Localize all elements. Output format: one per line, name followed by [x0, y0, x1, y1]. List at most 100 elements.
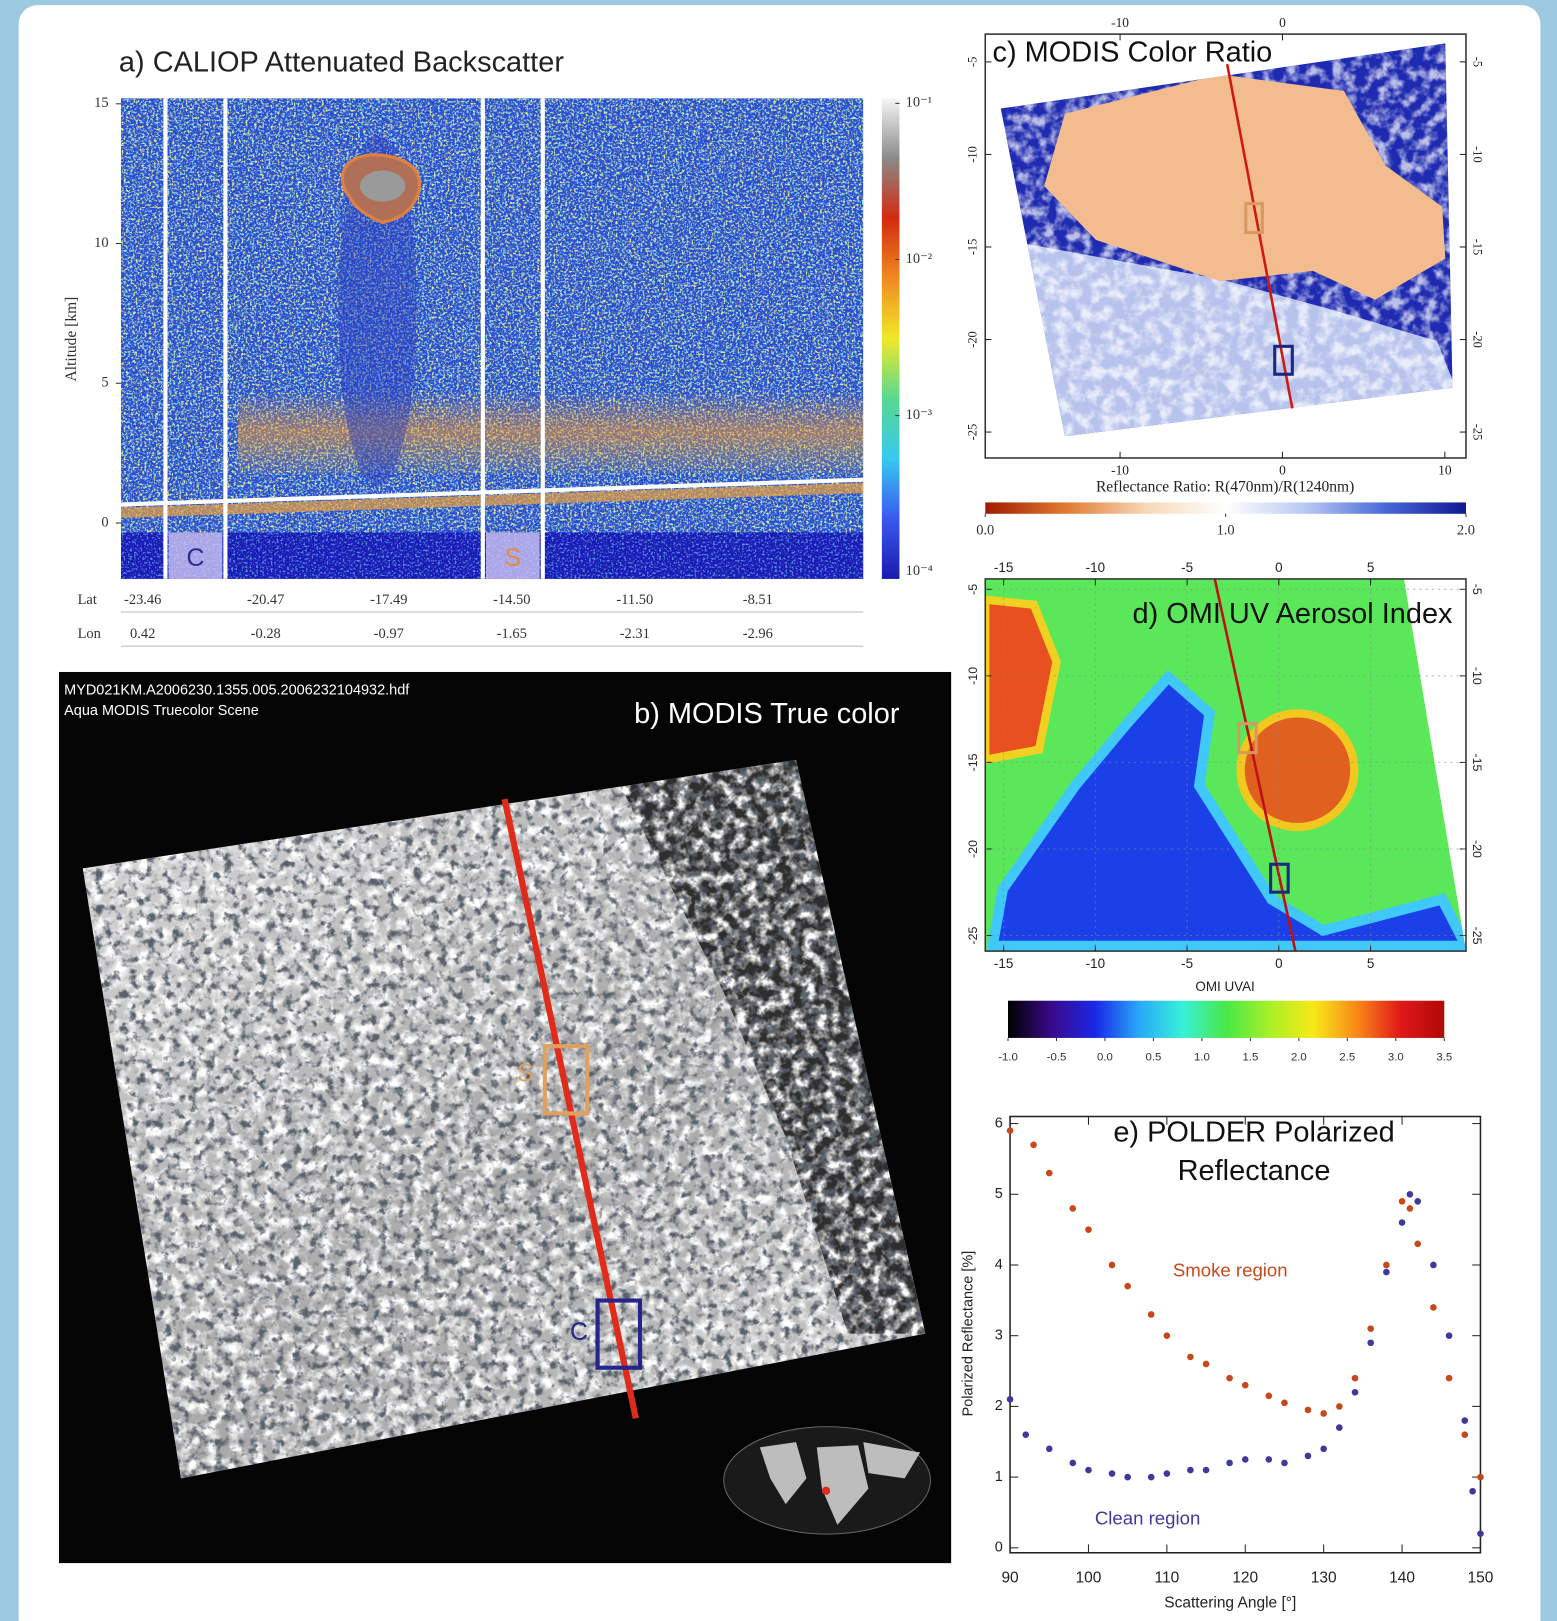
- point: [1430, 1262, 1437, 1269]
- inset-dot: [822, 1487, 830, 1495]
- x-tick-label-top: -5: [1181, 560, 1193, 575]
- x-tick-label: -10: [1086, 956, 1105, 971]
- y-tick-label: 2: [995, 1398, 1003, 1414]
- x-tick-label: 0: [1275, 956, 1282, 971]
- point: [1461, 1431, 1468, 1438]
- point: [1124, 1474, 1131, 1481]
- y-tick-label: 5: [101, 375, 108, 391]
- point: [1414, 1198, 1421, 1205]
- point: [1477, 1474, 1484, 1481]
- point: [1242, 1456, 1249, 1463]
- x-axis-label: Reflectance Ratio: R(470nm)/R(1240nm): [1096, 479, 1354, 496]
- point: [1399, 1219, 1406, 1226]
- point: [1203, 1361, 1210, 1368]
- point: [1030, 1141, 1037, 1148]
- point: [1305, 1407, 1312, 1414]
- row-value: -0.28: [251, 626, 281, 642]
- row-value: -20.47: [247, 592, 284, 608]
- y-tick-label: -20: [966, 840, 980, 858]
- point: [1069, 1460, 1076, 1467]
- y-tick-label: -5: [966, 57, 980, 67]
- panel-title: a) CALIOP Attenuated Backscatter: [119, 47, 564, 79]
- point: [1367, 1339, 1374, 1346]
- point: [1414, 1240, 1421, 1247]
- colorbar-label: 2.0: [1291, 1052, 1307, 1064]
- colorbar-label: 0.0: [976, 523, 994, 539]
- row-value: -23.46: [124, 592, 161, 608]
- point: [1281, 1400, 1288, 1407]
- region-label: C: [186, 545, 204, 572]
- colorbar-label: 2.0: [1457, 523, 1475, 539]
- point: [1469, 1488, 1476, 1495]
- x-tick-label: 5: [1367, 956, 1374, 971]
- row-value: -14.50: [493, 592, 530, 608]
- plume-core: [360, 171, 405, 202]
- panel-title: e) POLDER Polarized: [1113, 1117, 1394, 1149]
- y-tick-label: 6: [995, 1115, 1003, 1131]
- series-label: Smoke region: [1173, 1259, 1288, 1280]
- point: [1203, 1467, 1210, 1474]
- point: [1336, 1424, 1343, 1431]
- point: [1164, 1332, 1171, 1339]
- colorbar-label: 2.5: [1339, 1052, 1355, 1064]
- point: [1109, 1470, 1116, 1477]
- colorbar: [882, 98, 900, 579]
- y-axis-label: Altitude [km]: [63, 297, 80, 382]
- y-tick-label: 0: [995, 1540, 1003, 1556]
- figure: a) CALIOP Attenuated BackscatterCS051015…: [0, 0, 1557, 1621]
- row-value: -2.31: [620, 626, 650, 642]
- row-value: -8.51: [743, 592, 773, 608]
- point: [1336, 1403, 1343, 1410]
- x-tick-label: 10: [1438, 462, 1452, 477]
- point: [1046, 1170, 1053, 1177]
- x-tick-label: 130: [1311, 1570, 1337, 1587]
- colorbar: [1008, 1001, 1444, 1038]
- y-tick-label: 4: [995, 1257, 1003, 1273]
- panel-title: d) OMI UV Aerosol Index: [1132, 598, 1453, 630]
- file-name: MYD021KM.A2006230.1355.005.2006232104932…: [64, 682, 410, 698]
- point: [1109, 1262, 1116, 1269]
- x-tick-label: -5: [1181, 956, 1193, 971]
- page: {"chart_data": [ {"type": "heatmap", "ti…: [0, 0, 1557, 1621]
- y-tick-label: 3: [995, 1328, 1003, 1344]
- point: [1320, 1410, 1327, 1417]
- colorbar-label: 1.0: [1217, 523, 1235, 539]
- point: [1242, 1382, 1249, 1389]
- point: [1164, 1470, 1171, 1477]
- region-label: C: [570, 1319, 588, 1346]
- point: [1124, 1283, 1131, 1290]
- point: [1399, 1198, 1406, 1205]
- panel-title: Reflectance: [1178, 1155, 1331, 1187]
- point: [1148, 1474, 1155, 1481]
- y-tick-label: -5: [966, 584, 980, 595]
- point: [1226, 1460, 1233, 1467]
- y-tick-label: -15: [966, 239, 980, 256]
- point: [1265, 1392, 1272, 1399]
- y-tick-label: -5: [1470, 584, 1484, 595]
- colorbar-label: 10⁻²: [906, 251, 932, 267]
- y-tick-label: -15: [1470, 239, 1484, 256]
- row-label: Lon: [78, 626, 102, 642]
- x-tick-label: 100: [1076, 1570, 1102, 1587]
- y-tick-label: -25: [1470, 424, 1484, 441]
- point: [1352, 1389, 1359, 1396]
- point: [1226, 1375, 1233, 1382]
- panel-title: c) MODIS Color Ratio: [992, 36, 1272, 68]
- aerosol-layer: [238, 391, 863, 474]
- point: [1446, 1332, 1453, 1339]
- region-label: S: [505, 545, 522, 572]
- point: [1007, 1396, 1014, 1403]
- point: [1187, 1354, 1194, 1361]
- y-tick-label: -10: [966, 667, 980, 685]
- row-value: 0.42: [130, 626, 155, 642]
- row-label: Lat: [78, 592, 97, 608]
- x-tick-label: 90: [1001, 1570, 1019, 1587]
- point: [1265, 1456, 1272, 1463]
- point: [1407, 1205, 1414, 1212]
- x-tick-label-top: 5: [1367, 560, 1374, 575]
- y-tick-label: -5: [1470, 57, 1484, 67]
- y-tick-label: -15: [966, 753, 980, 771]
- x-tick-label-top: 0: [1279, 15, 1286, 30]
- point: [1281, 1460, 1288, 1467]
- y-tick-label: -10: [1470, 146, 1484, 163]
